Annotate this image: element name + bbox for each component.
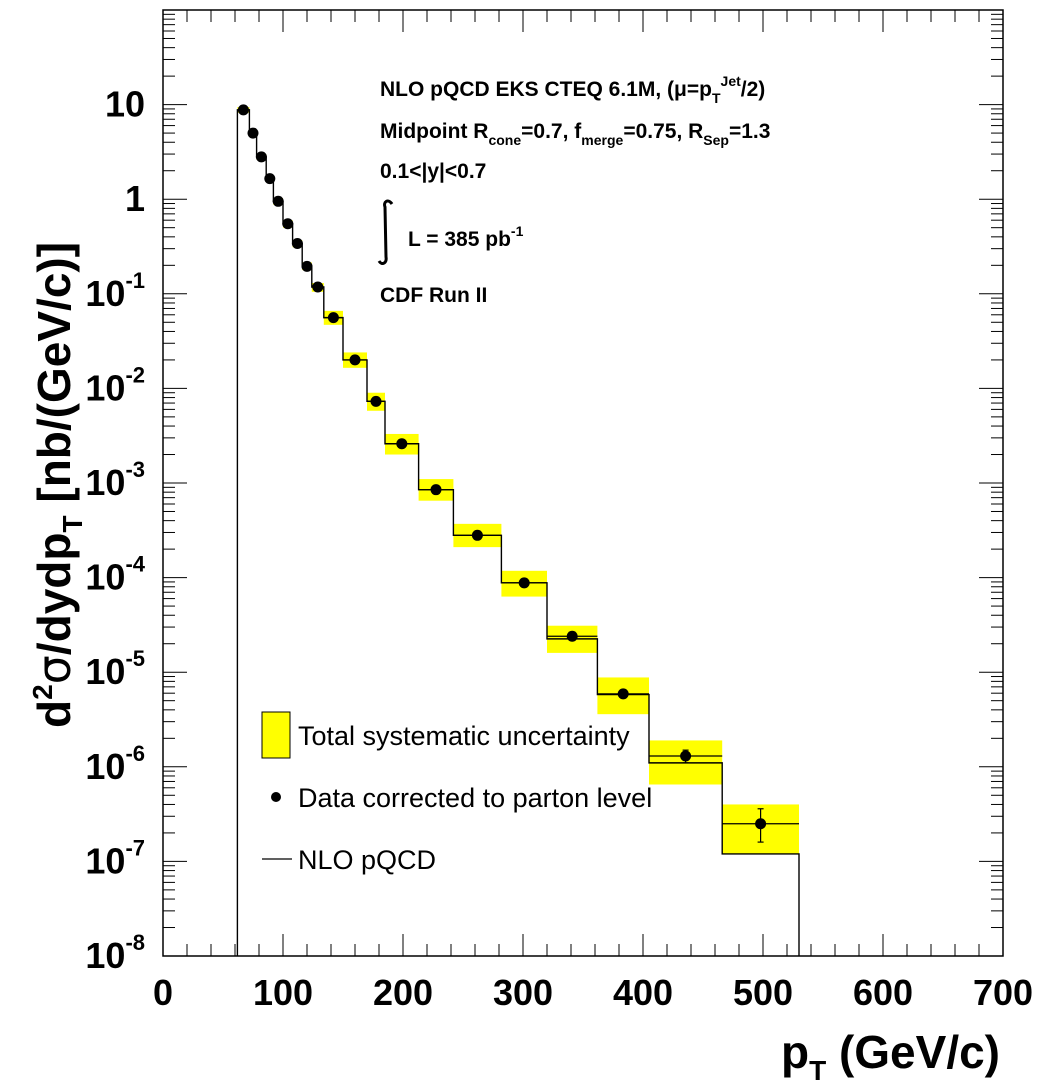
plot-frame xyxy=(162,9,1004,957)
y-tick-label: 10-8 xyxy=(85,930,145,976)
annotation-line3: 0.1<|y|<0.7 xyxy=(380,160,486,183)
data-point xyxy=(680,750,692,762)
integral-sign-icon xyxy=(377,199,394,265)
x-tick-label: 500 xyxy=(733,972,793,1013)
data-point xyxy=(237,104,249,116)
data-point-layer xyxy=(237,104,799,843)
x-tick-label: 200 xyxy=(373,972,433,1013)
data-point xyxy=(755,818,767,830)
annotation-layer: NLO pQCD EKS CTEQ 6.1M, (μ=pTJet/2) Midpo… xyxy=(377,73,770,307)
y-tick-label: 10-2 xyxy=(85,362,145,408)
data-point xyxy=(566,630,578,642)
x-tick-label: 100 xyxy=(253,972,313,1013)
y-tick-label: 10-7 xyxy=(85,835,145,881)
legend-point-swatch xyxy=(271,792,281,802)
data-point xyxy=(471,529,483,541)
y-axis-label: d2σ/dydpT [nb/(GeV/c)] xyxy=(27,242,88,728)
data-point xyxy=(349,354,361,366)
y-tick-label: 10-1 xyxy=(85,268,145,314)
data-point xyxy=(617,688,629,700)
data-point xyxy=(312,281,324,293)
data-point xyxy=(518,577,530,589)
legend-label: Data corrected to parton level xyxy=(298,783,652,813)
legend-label: NLO pQCD xyxy=(298,845,436,875)
data-point xyxy=(282,218,294,230)
data-point xyxy=(264,173,276,185)
annotation-line4: L = 385 pb-1 xyxy=(408,223,524,251)
data-point xyxy=(272,195,284,207)
legend-band-swatch xyxy=(261,711,291,759)
y-tick-label: 10 xyxy=(105,84,145,125)
x-tick-label: 700 xyxy=(973,972,1033,1013)
y-tick-label: 10-5 xyxy=(85,646,145,692)
y-tick-label: 10-3 xyxy=(85,457,145,503)
annotation-line5: CDF Run II xyxy=(380,284,487,307)
annotation-line2: Midpoint Rcone=0.7, fmerge=0.75, RSep=1.… xyxy=(380,120,770,148)
x-tick-label: 0 xyxy=(153,972,173,1013)
annotation-line1: NLO pQCD EKS CTEQ 6.1M, (μ=pTJet/2) xyxy=(380,73,765,106)
axes-layer: 0 100 200 300 400 500 600 70010-810-710-610-510… xyxy=(27,9,1033,1086)
data-point xyxy=(370,395,382,407)
y-tick-label: 1 xyxy=(125,178,145,219)
x-axis-label: pT (GeV/c) xyxy=(781,1026,1000,1086)
x-tick-label: 400 xyxy=(613,972,673,1013)
data-point xyxy=(396,438,408,450)
data-point xyxy=(301,260,313,272)
y-tick-label: 10-4 xyxy=(85,552,145,598)
data-point xyxy=(291,238,303,250)
y-tick-label: 10-6 xyxy=(85,741,145,787)
legend: Total systematic uncertainty Data correct… xyxy=(261,711,652,875)
x-tick-label: 600 xyxy=(853,972,913,1013)
legend-label: Total systematic uncertainty xyxy=(298,721,630,751)
data-point xyxy=(327,312,339,324)
x-tick-label: 300 xyxy=(493,972,553,1013)
data-point xyxy=(430,484,442,496)
data-point xyxy=(247,127,259,139)
data-point xyxy=(255,151,267,163)
